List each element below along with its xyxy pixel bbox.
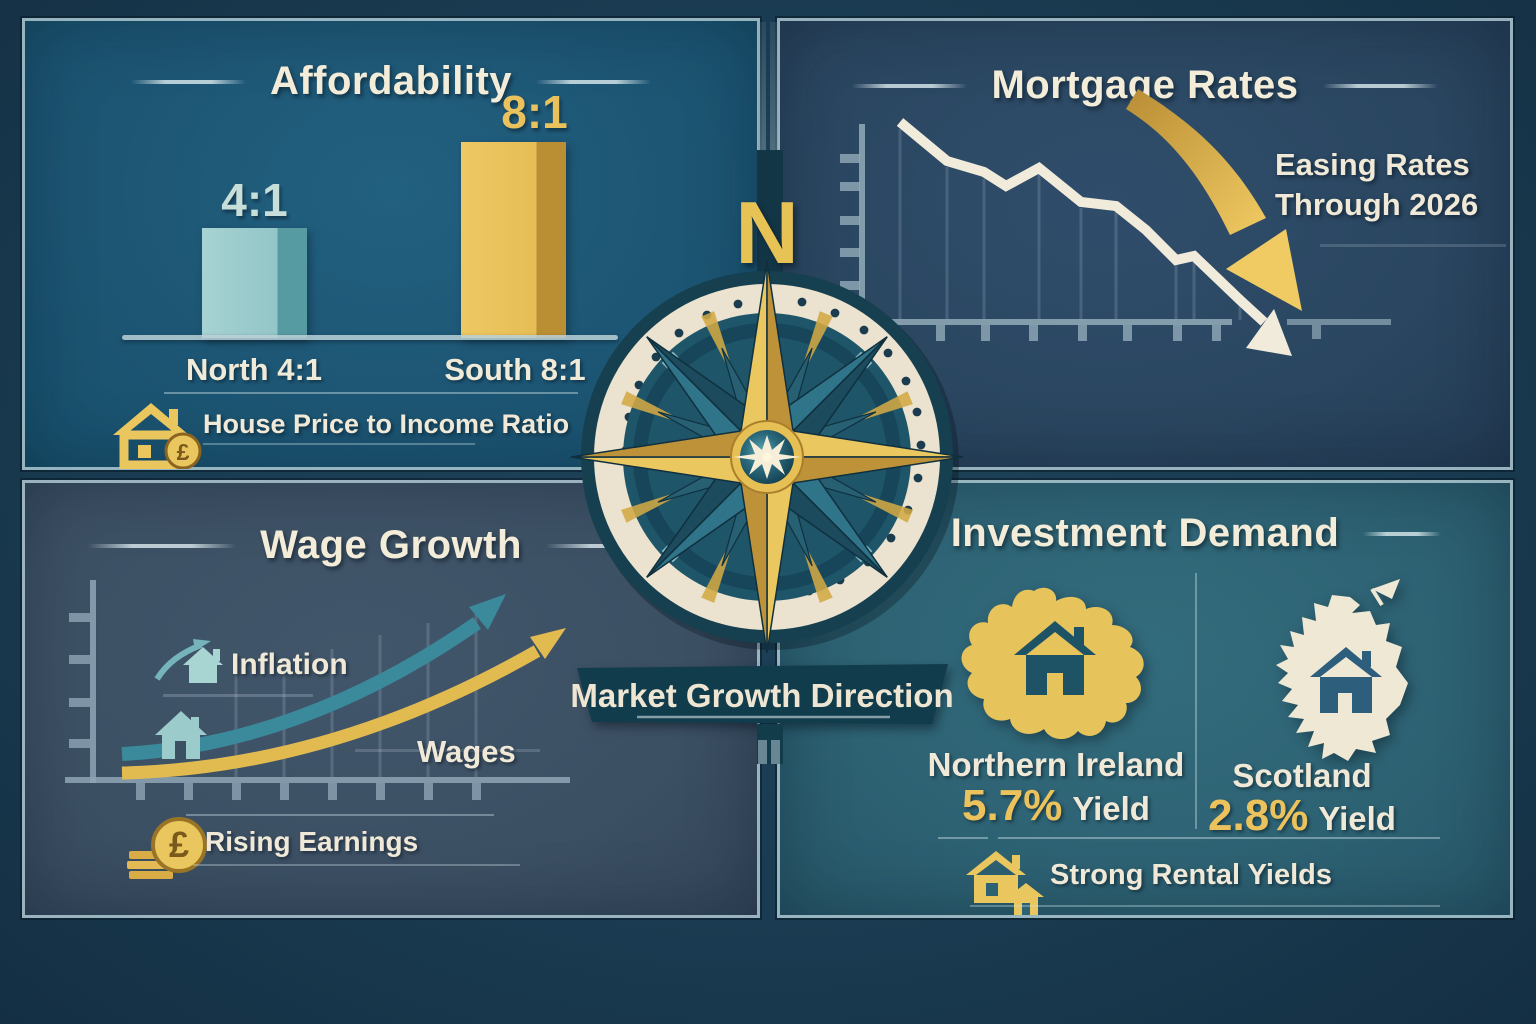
investment-title-row: Investment Demand [780, 511, 1510, 556]
column-divider [1195, 573, 1197, 829]
compass-banner-label: Market Growth Direction [570, 677, 953, 714]
footer-divider [164, 392, 578, 394]
wages-label: Wages [417, 734, 516, 769]
mortgage-note-line2: Through 2026 [1275, 187, 1479, 222]
south-bar-value: 8:1 [501, 86, 568, 138]
south-bar [461, 142, 566, 338]
house-arrow-icon [154, 639, 223, 683]
y-axis [90, 580, 96, 783]
bar-baseline [122, 335, 618, 340]
gold-decline-arrowhead [1226, 229, 1302, 311]
ni-yield-row: 5.7% Yield [911, 781, 1201, 831]
scotland-yield-row: 2.8% Yield [1182, 791, 1422, 841]
ni-yield-word: Yield [1072, 790, 1150, 827]
scotland-yield-value: 2.8% [1208, 791, 1309, 840]
title-dash-right [536, 79, 652, 84]
inflation-arrowhead [469, 594, 506, 630]
footer-line-top [186, 814, 494, 816]
flag-icon [1370, 579, 1400, 607]
wages-arrowhead [530, 628, 566, 659]
investment-caption: Strong Rental Yields [1050, 859, 1332, 891]
gridlines [898, 129, 1242, 320]
ni-yield-value: 5.7% [962, 781, 1063, 830]
x-axis-ticks [936, 325, 1221, 341]
footer-line-bottom [193, 864, 520, 866]
wages-curve [121, 645, 541, 780]
house-icon [1014, 621, 1096, 695]
title-dash-left [88, 543, 237, 548]
panel-affordability: Affordability 4:1 8:1 North 4:1 South 8:… [22, 18, 760, 470]
ni-region-name: Northern Ireland [927, 746, 1185, 783]
x-axis-right-segment [1287, 319, 1391, 325]
title-dash-right [1322, 83, 1438, 88]
mortgage-note-line1: Easing Rates [1275, 147, 1470, 182]
wage-growth-chart [65, 580, 570, 800]
house-icon [155, 711, 207, 759]
y-axis-ticks [69, 613, 90, 748]
footer-line-bottom [970, 905, 1440, 907]
house-pound-icon: £ [113, 403, 202, 469]
compass-banner: Market Growth Direction [570, 664, 954, 724]
title-dash-left [130, 79, 246, 84]
x-axis [65, 777, 570, 783]
mortgage-rate-chart [840, 89, 1506, 356]
footer-divider-left [938, 837, 988, 839]
house-icon [1310, 647, 1382, 713]
x-axis [887, 319, 1232, 325]
title-dash-left [852, 83, 968, 88]
mast-bar-left [758, 22, 766, 192]
affordability-title-row: Affordability [25, 59, 757, 104]
inflation-label: Inflation [231, 648, 348, 681]
caption-underline [203, 443, 475, 445]
coin-stack-icon: £ [127, 817, 207, 879]
gold-decline-arrow-body [1126, 89, 1266, 235]
panel-investment-demand: Investment Demand [777, 480, 1513, 918]
y-axis-ticks [840, 154, 860, 290]
footer-divider [998, 837, 1440, 839]
rate-line [896, 118, 1268, 326]
wage-caption: Rising Earnings [205, 826, 419, 857]
scotland-yield-word: Yield [1318, 800, 1396, 837]
y-axis [859, 124, 865, 300]
affordability-title: Affordability [269, 59, 513, 103]
title-dash-right [1363, 531, 1442, 536]
svg-text:£: £ [177, 439, 190, 465]
south-category-label: South 8:1 [444, 352, 586, 387]
wage-title: Wage Growth [260, 523, 522, 567]
north-bar [202, 228, 307, 338]
compass-rose: N [570, 183, 964, 764]
investment-title: Investment Demand [950, 511, 1340, 555]
north-category-label: North 4:1 [185, 352, 323, 387]
x-axis-ticks [136, 783, 481, 800]
rate-line-arrowhead [1246, 309, 1292, 356]
north-bar-value: 4:1 [221, 174, 288, 226]
scotland-region-name: Scotland [1232, 757, 1372, 794]
double-house-icon [966, 851, 1044, 915]
svg-text:£: £ [169, 824, 189, 865]
scotland-map [1276, 579, 1408, 761]
affordability-caption: House Price to Income Ratio [203, 409, 570, 439]
northern-ireland-map [961, 587, 1144, 740]
mast-bar-right [770, 22, 778, 192]
compass-medallion [730, 420, 804, 494]
mortgage-note: Easing Rates Through 2026 [1275, 145, 1478, 225]
